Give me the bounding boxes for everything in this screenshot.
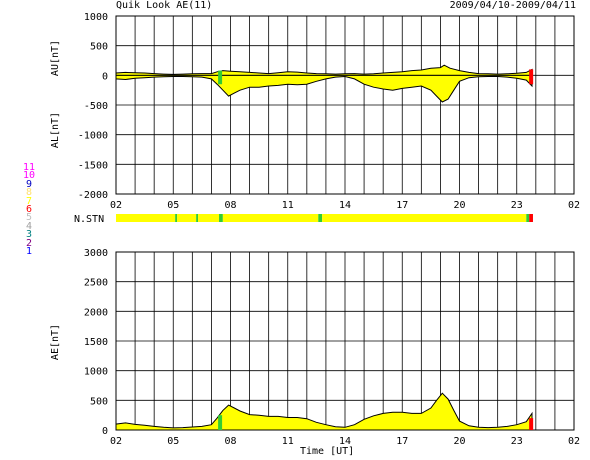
legend-item: 9 — [25, 178, 33, 190]
station-segment — [219, 214, 223, 222]
green-marker — [218, 415, 223, 430]
station-segment — [318, 214, 323, 222]
x-tick-label: 02 — [110, 200, 122, 211]
ae-area-series — [115, 392, 533, 431]
station-count-bar: N.STN — [74, 214, 533, 225]
station-segment — [322, 214, 527, 222]
station-segment — [177, 214, 197, 222]
station-segment — [529, 214, 533, 222]
station-count-label: N.STN — [74, 214, 104, 225]
y-tick-label: -1500 — [78, 160, 108, 171]
x-tick-label: 08 — [224, 436, 236, 447]
y-tick-label: 3000 — [84, 248, 108, 259]
panel-frame — [115, 15, 575, 195]
y-tick-label: 1000 — [84, 367, 108, 378]
legend-item: 7 — [25, 195, 33, 207]
y-tick-label: 2500 — [84, 278, 108, 289]
legend-item: 1 — [25, 245, 33, 257]
legend-item: 6 — [25, 203, 33, 215]
date-range: 2009/04/10-2009/04/11 — [449, 0, 576, 11]
red-marker — [529, 418, 534, 430]
station-count-legend: 11 10 9 8 7 6 5 4 3 2 1 — [18, 162, 40, 257]
x-tick-label: 23 — [511, 436, 523, 447]
x-tick-label: 20 — [453, 436, 465, 447]
y-tick-label: 1500 — [84, 337, 108, 348]
legend-item: 4 — [25, 220, 33, 232]
green-marker — [218, 70, 223, 85]
x-tick-label: 23 — [511, 200, 523, 211]
legend-item: 10 — [22, 170, 36, 182]
y-axis-label-au: AU[nT] — [50, 40, 61, 76]
y-tick-label: 0 — [102, 71, 108, 82]
legend-item: 8 — [25, 187, 33, 199]
legend-item: 11 — [22, 162, 36, 173]
x-axis-label: Time [UT] — [300, 446, 355, 457]
red-marker — [529, 69, 534, 85]
x-tick-label: 14 — [339, 200, 351, 211]
x-tick-label: 02 — [568, 436, 580, 447]
y-axis-label-al: AL[nT] — [50, 112, 61, 148]
y-tick-label: -2000 — [78, 190, 108, 201]
y-tick-label: -1000 — [78, 131, 108, 142]
chart-title: Quik Look AE(11) — [116, 0, 213, 11]
x-tick-label: 05 — [167, 436, 179, 447]
x-tick-label: 20 — [453, 200, 465, 211]
x-tick-label: 02 — [110, 436, 122, 447]
x-tick-label: 11 — [282, 436, 294, 447]
y-tick-label: 0 — [102, 426, 108, 437]
legend-item: 3 — [25, 229, 33, 241]
x-tick-label: 08 — [224, 200, 236, 211]
y-tick-label: -500 — [84, 101, 108, 112]
al-area-series — [115, 74, 533, 103]
y-tick-label: 2000 — [84, 307, 108, 318]
station-segment — [116, 214, 176, 222]
x-tick-label: 14 — [339, 436, 351, 447]
station-segment — [175, 214, 178, 222]
x-tick-label: 02 — [568, 200, 580, 211]
y-tick-label: 500 — [90, 42, 108, 53]
y-axis-label-ae: AE[nT] — [50, 324, 61, 360]
station-segment — [196, 214, 199, 222]
x-tick-label: 11 — [282, 200, 294, 211]
legend-item: 5 — [25, 212, 33, 224]
x-tick-label: 17 — [396, 436, 408, 447]
au-area-series — [115, 64, 533, 76]
station-segment — [526, 214, 530, 222]
y-tick-label: 1000 — [84, 12, 108, 23]
station-segment — [222, 214, 319, 222]
x-tick-label: 05 — [167, 200, 179, 211]
legend-item: 2 — [25, 237, 33, 249]
station-segment — [198, 214, 220, 222]
y-tick-label: 500 — [90, 396, 108, 407]
x-tick-label: 17 — [396, 200, 408, 211]
